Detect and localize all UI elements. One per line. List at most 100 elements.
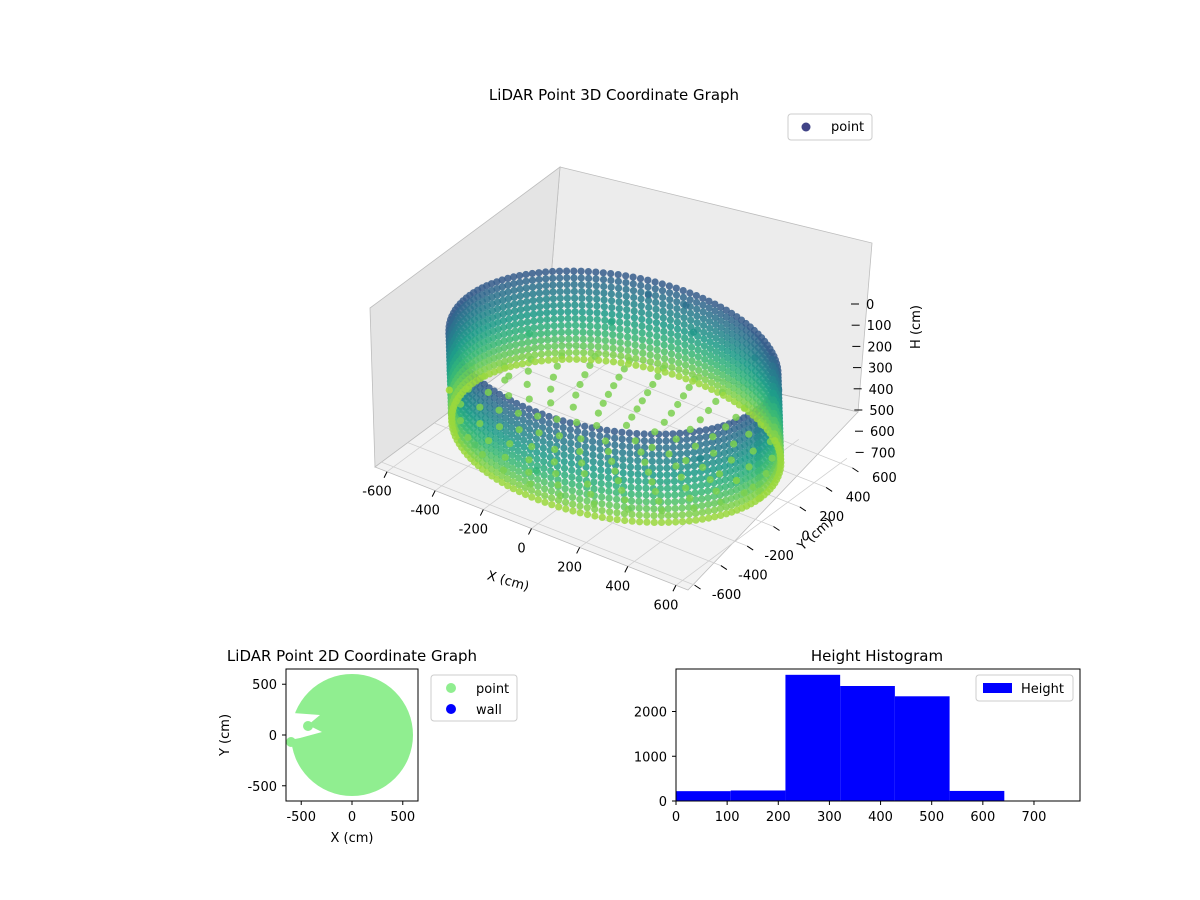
data-point [626,456,634,464]
data-point [674,325,682,333]
data-point [671,504,679,513]
data-point [684,476,692,484]
data-point [712,320,720,328]
data-point [508,458,517,466]
data-point [602,357,610,365]
data-point [531,358,539,366]
data-point [711,513,719,521]
data-point [631,437,639,445]
data-point [529,297,537,305]
data-point [540,458,548,466]
z-tick-label-3d: 200 [867,340,892,355]
data-point [688,357,696,365]
data-point [681,334,689,342]
data-point [652,305,660,313]
data-point [528,276,537,284]
x-tick-label-3d: -400 [410,504,440,519]
data-point [556,301,565,309]
data-point [651,292,660,300]
data-point [768,454,776,462]
data-point [528,443,536,451]
data-point [551,342,559,350]
data-point [711,314,720,322]
data-point [549,295,557,303]
data-point [606,515,614,523]
data-point [522,284,530,292]
data-point [722,510,730,518]
x-tick-label-hist: 200 [766,810,791,825]
data-point [700,335,708,343]
legend-frame-histogram [975,674,1074,702]
data-point [685,383,693,391]
data-point [715,464,723,472]
data-point [499,303,507,311]
ticks-histogram: 0 100 200 300 400 500 600 700 0 1000 2000 [634,706,1046,825]
data-point [700,328,708,336]
data-point [560,444,568,452]
data-point [550,322,558,330]
data-point [745,430,753,438]
data-point [749,447,757,455]
data-point [581,371,589,379]
y-tick-label-3d: 400 [846,490,871,505]
data-point [497,445,505,453]
data-point [534,412,542,420]
data-point [674,352,683,360]
data-point [642,505,651,513]
data-point [582,449,590,457]
data-point [564,301,572,309]
data-point [510,280,518,288]
data-point [565,342,573,350]
data-point [681,361,690,369]
data-point [596,439,604,447]
data-point [503,448,511,456]
data-point [653,332,661,340]
data-point [512,348,520,356]
data-point [485,437,493,445]
data-point [723,347,732,355]
data-point [491,401,499,409]
data-point [538,417,547,425]
data-point [505,329,514,337]
data-point [678,490,686,498]
data-point [565,355,573,363]
data-point [505,372,513,380]
data-point [497,431,505,439]
data-point [655,451,663,459]
data-point [770,423,779,431]
data-point [532,421,540,429]
data-point [570,281,578,289]
data-point [693,326,702,334]
data-point [700,342,708,350]
data-point [525,395,533,403]
data-point [723,340,731,348]
data-point [700,321,708,330]
data-point [633,405,641,413]
legend-label-height: Height [1021,682,1064,697]
data-point [710,499,718,507]
data-point [665,518,673,526]
data-point [556,281,564,289]
scatter2d-title: LiDAR Point 2D Coordinate Graph [227,647,477,665]
data-point [624,346,632,354]
data-point [679,293,688,301]
data-point [590,471,598,479]
data-point [626,443,634,451]
data-point [559,417,567,425]
data-point [660,327,668,335]
data-point [686,296,694,304]
data-point [699,301,707,309]
data-point [511,320,519,328]
data-point [617,345,625,353]
data-point [553,362,561,370]
data-point [698,502,706,510]
data-point [494,332,503,340]
z-tick-label-3d: 100 [867,319,892,334]
y-tick-label-2d: -500 [247,780,277,795]
data-point [592,288,601,297]
data-point [661,355,669,363]
data-point [631,327,639,335]
data-point [545,419,553,427]
data-point [713,361,721,369]
data-point [518,339,526,348]
